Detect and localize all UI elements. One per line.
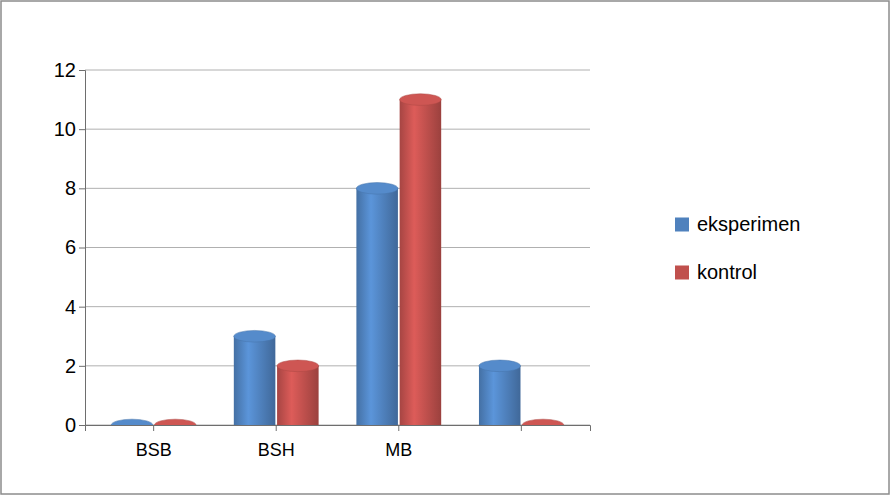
tick-mark <box>398 425 399 431</box>
bar <box>479 366 521 425</box>
tick-mark <box>79 70 85 71</box>
tick-mark <box>153 425 154 431</box>
legend-label: kontrol <box>697 261 757 283</box>
tick-mark <box>79 425 85 426</box>
tick: BSB <box>136 425 172 460</box>
tick: 4 <box>65 296 85 318</box>
bar <box>356 188 398 425</box>
grid-line <box>85 247 590 248</box>
grid-line <box>85 306 590 307</box>
tick-mark <box>79 366 85 367</box>
tick-mark <box>521 425 522 431</box>
tick-mark <box>79 307 85 308</box>
tick: 12 <box>54 59 85 81</box>
tick: 6 <box>65 236 85 258</box>
tick: 0 <box>65 414 85 436</box>
legend-swatch <box>675 218 689 232</box>
plot-area: 0 2 4 6 8 10 12 BSB BSH MB <box>54 59 591 460</box>
tick-mark <box>79 188 85 189</box>
bar-top <box>522 419 564 425</box>
tick-label: 10 <box>54 118 76 140</box>
bar-top <box>111 419 153 425</box>
tick: MB <box>385 425 412 460</box>
tick: 10 <box>54 118 85 140</box>
bar <box>400 100 442 425</box>
tick-label: 2 <box>65 355 76 377</box>
bars <box>111 94 564 425</box>
grid-line <box>85 129 590 130</box>
tick-label: MB <box>385 440 412 460</box>
tick: BSH <box>258 425 295 460</box>
tick-label: BSB <box>136 440 172 460</box>
bar-top <box>479 360 521 372</box>
tick-label: 6 <box>65 236 76 258</box>
grid-line <box>85 188 590 189</box>
axis-line <box>86 426 591 432</box>
tick-mark <box>79 248 85 249</box>
bar <box>277 366 319 425</box>
chart-border <box>1 1 889 494</box>
tick-label: 0 <box>65 414 76 436</box>
grid <box>85 70 590 425</box>
tick-label: 12 <box>54 59 76 81</box>
tick <box>521 425 522 431</box>
bar-top <box>356 183 398 195</box>
legend: eksperimen kontrol <box>675 213 800 283</box>
tick: 8 <box>65 177 85 199</box>
legend-label: eksperimen <box>697 213 800 235</box>
legend-swatch <box>675 266 689 280</box>
y-axis: 0 2 4 6 8 10 12 <box>54 59 86 436</box>
x-axis: BSB BSH MB <box>86 425 591 460</box>
tick-label: 8 <box>65 177 76 199</box>
chart: 0 2 4 6 8 10 12 BSB BSH MB eksperimen kontrol <box>0 0 890 495</box>
tick: 2 <box>65 355 85 377</box>
tick-mark <box>79 129 85 130</box>
tick-label: 4 <box>65 296 76 318</box>
tick-mark <box>276 425 277 431</box>
bar <box>234 336 276 425</box>
grid-line <box>85 70 590 71</box>
axis-line <box>79 71 86 426</box>
tick-label: BSH <box>258 440 295 460</box>
bar-top <box>234 330 276 342</box>
bar-top <box>155 419 197 425</box>
bar-top <box>400 94 442 106</box>
bar-top <box>277 360 319 372</box>
